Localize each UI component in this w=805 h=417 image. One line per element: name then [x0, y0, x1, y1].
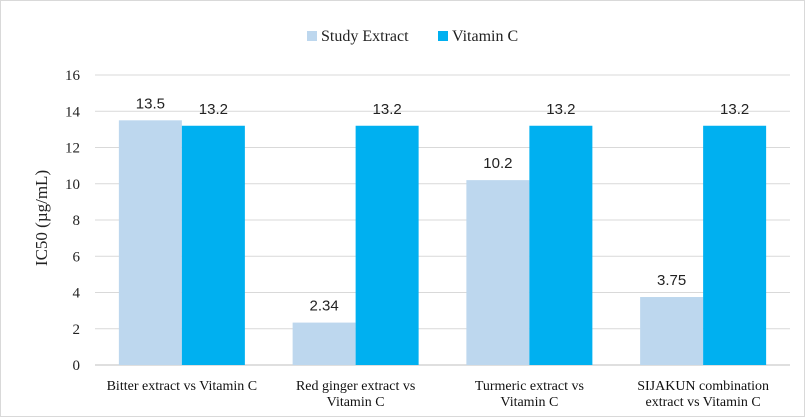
data-label: 13.2 — [199, 101, 228, 118]
y-tick-label: 14 — [65, 104, 81, 120]
x-category-label: Red ginger extract vs Vitamin C — [296, 379, 415, 410]
bar-vitamin-c — [703, 125, 767, 365]
legend-swatch — [438, 31, 448, 41]
y-tick-label: 16 — [65, 68, 81, 84]
y-tick-label: 8 — [73, 213, 81, 229]
bar-study-extract — [640, 297, 704, 365]
y-axis-title: IC50 (µg/mL) — [32, 170, 51, 266]
bar-study-extract — [118, 120, 182, 365]
data-label: 2.34 — [310, 298, 339, 315]
data-label: 13.2 — [546, 101, 575, 118]
y-tick-label: 6 — [73, 249, 81, 265]
data-label: 13.5 — [136, 95, 165, 112]
legend-swatch — [307, 31, 317, 41]
x-axis-categories: Bitter extract vs Vitamin C Red ginger ex… — [107, 379, 769, 410]
legend-label: Vitamin C — [452, 28, 518, 45]
data-label: 3.75 — [657, 272, 686, 289]
y-axis-ticks: 0 2 4 6 8 10 12 14 16 — [65, 68, 81, 374]
bars — [118, 120, 767, 365]
y-tick-label: 12 — [65, 141, 80, 157]
y-tick-label: 2 — [73, 322, 81, 338]
bar-study-extract — [292, 322, 356, 365]
legend-label: Study Extract — [321, 28, 409, 45]
x-category-label: Turmeric extract vs Vitamin C — [475, 379, 584, 410]
data-label: 10.2 — [483, 155, 512, 172]
data-label: 13.2 — [373, 101, 402, 118]
data-labels: 13.5 13.2 2.34 13.2 10.2 13.2 3.75 13.2 — [136, 95, 749, 314]
bar-vitamin-c — [355, 125, 419, 365]
bar-vitamin-c — [529, 125, 593, 365]
y-tick-label: 10 — [65, 177, 80, 193]
x-category-label: Bitter extract vs Vitamin C — [107, 379, 258, 394]
y-tick-label: 0 — [73, 358, 81, 374]
bar-vitamin-c — [181, 125, 245, 365]
y-tick-label: 4 — [73, 286, 81, 302]
data-label: 13.2 — [720, 101, 749, 118]
x-category-label: SIJAKUN combination extract vs Vitamin C — [637, 379, 769, 410]
bar-study-extract — [466, 180, 530, 365]
legend: Study Extract Vitamin C — [307, 28, 518, 45]
